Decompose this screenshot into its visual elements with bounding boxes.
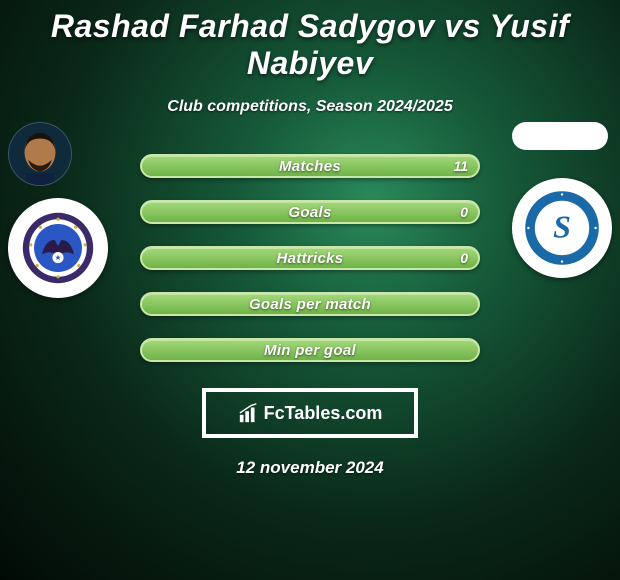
stat-label: Min per goal [264,342,356,359]
stat-row-min-per-goal: Min per goal [140,338,480,362]
right-player-photo-placeholder [512,122,608,150]
stat-value: 0 [460,250,468,266]
right-player-column: S [512,122,612,278]
stat-label: Hattricks [277,250,344,267]
subtitle: Club competitions, Season 2024/2025 [0,98,620,116]
left-player-photo [8,122,72,186]
brand-box: FcTables.com [202,388,418,438]
right-club-badge: S [512,178,612,278]
bar-chart-icon [238,402,260,424]
brand-text: FcTables.com [264,403,383,424]
stat-label: Goals [288,204,331,221]
date-text: 12 november 2024 [0,458,620,478]
stat-row-goals-per-match: Goals per match [140,292,480,316]
stat-list: Matches 11 Goals 0 Hattricks 0 Goals per… [140,154,480,362]
stat-label: Goals per match [249,296,371,313]
content-root: Rashad Farhad Sadygov vs Yusif Nabiyev C… [0,0,620,478]
player-head-icon [9,123,71,185]
stat-row-hattricks: Hattricks 0 [140,246,480,270]
stat-row-matches: Matches 11 [140,154,480,178]
left-player-column [8,122,108,298]
page-title: Rashad Farhad Sadygov vs Yusif Nabiyev [0,0,620,82]
stat-value: 0 [460,204,468,220]
svg-text:S: S [553,209,571,245]
stat-row-goals: Goals 0 [140,200,480,224]
qarabag-badge-icon [18,208,98,288]
sabah-badge-icon: S [522,188,602,268]
stat-label: Matches [279,158,341,175]
stat-value: 11 [453,158,468,174]
left-club-badge [8,198,108,298]
